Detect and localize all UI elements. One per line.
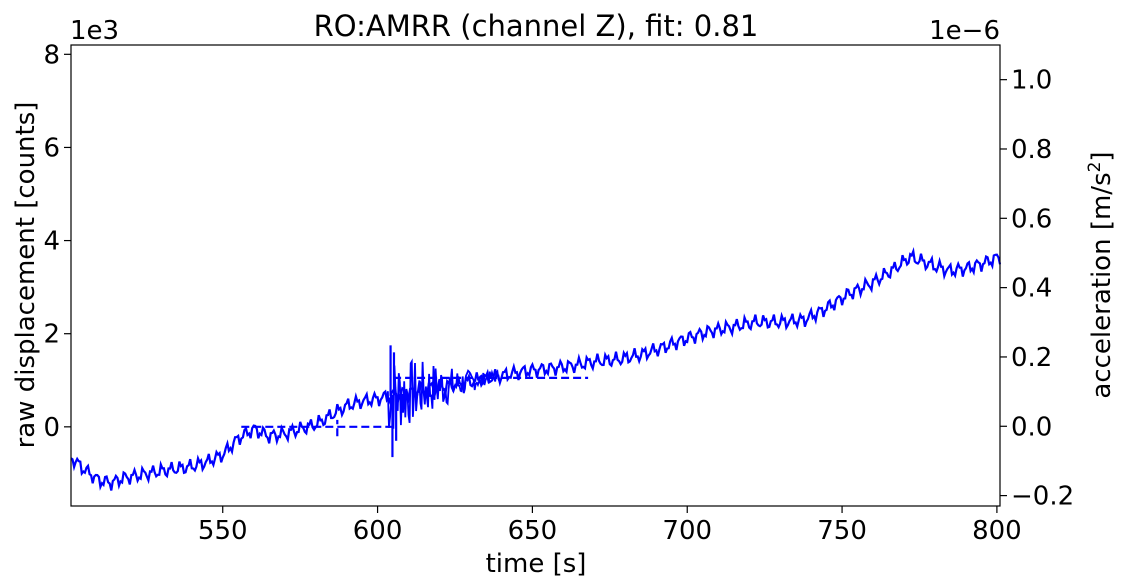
x-tick-label: 650	[508, 516, 558, 546]
x-tick-label: 550	[198, 516, 248, 546]
series-group	[70, 247, 1002, 491]
y-left-tick-label: 2	[43, 320, 60, 350]
right-offset-text: 1e−6	[929, 16, 1000, 46]
y-right-tick-label: 0.8	[1011, 135, 1052, 165]
x-tick-label: 700	[662, 516, 712, 546]
y-left-tick-label: 0	[43, 413, 60, 443]
y-axis-right: −0.2 0.0 0.2 0.4 0.6 0.8 1.0	[1000, 66, 1074, 512]
y-right-tick-label: 0.6	[1011, 204, 1052, 234]
y-right-tick-label: 0.0	[1011, 412, 1052, 442]
plot-frame	[70, 44, 1001, 507]
chart-title: RO:AMRR (channel Z), fit: 0.81	[314, 9, 759, 43]
x-tick-label: 600	[353, 516, 403, 546]
x-tick-label: 800	[972, 516, 1022, 546]
y-right-tick-label: −0.2	[1011, 482, 1074, 512]
y-axis-left-label: raw displacement [counts]	[11, 102, 41, 449]
x-axis: 550 600 650 700 750 800	[198, 506, 1022, 546]
y-axis-right-label-main: acceleration [m/s	[1087, 172, 1117, 398]
y-axis-right-label: acceleration [m/s2]	[1085, 151, 1117, 398]
series-line-displacement	[70, 247, 1002, 491]
y-left-tick-label: 6	[43, 133, 60, 163]
y-right-tick-label: 0.4	[1011, 274, 1052, 304]
left-offset-text: 1e3	[70, 16, 119, 46]
y-axis-right-label-end: ]	[1087, 151, 1117, 161]
noise-burst	[386, 358, 502, 429]
y-axis-left: 0 2 4 6 8	[43, 40, 71, 443]
y-left-tick-label: 8	[43, 40, 60, 70]
x-tick-label: 750	[817, 516, 867, 546]
x-axis-label: time [s]	[486, 549, 587, 579]
y-right-tick-label: 1.0	[1011, 66, 1052, 96]
y-left-tick-label: 4	[43, 227, 60, 257]
y-axis-right-label-sup: 2	[1085, 162, 1105, 173]
y-right-tick-label: 0.2	[1011, 343, 1052, 373]
